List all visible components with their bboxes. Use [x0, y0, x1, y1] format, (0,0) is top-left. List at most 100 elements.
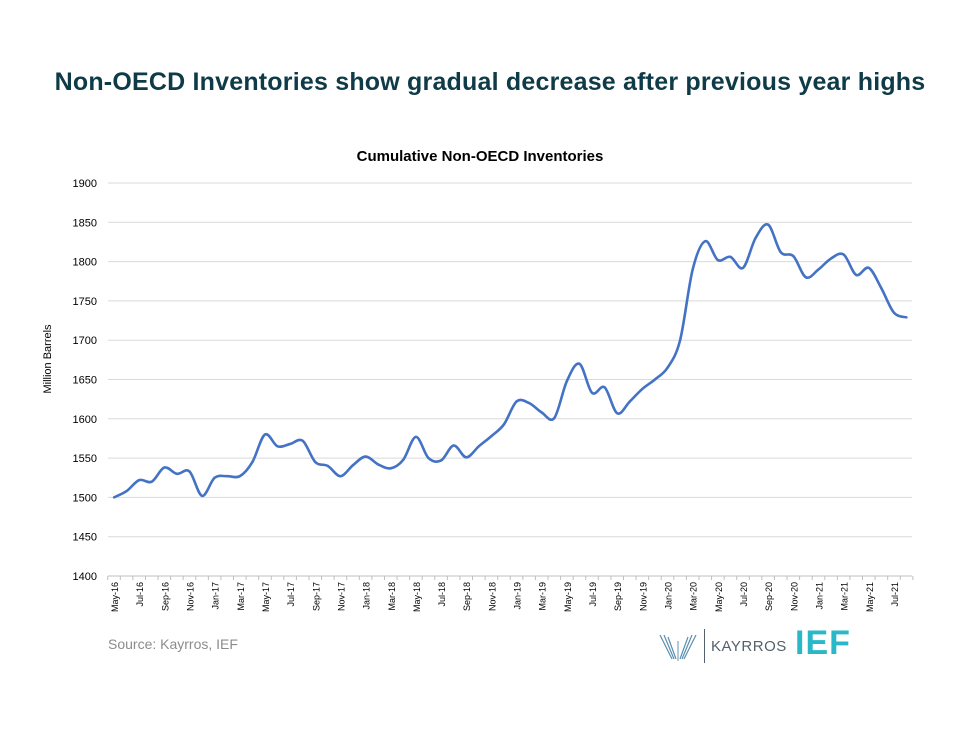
x-tick-label: Jan-19 — [513, 582, 523, 610]
x-tick-label: Nov-20 — [789, 582, 799, 611]
data-point — [641, 387, 644, 391]
data-point — [578, 362, 581, 365]
x-tick-label: Jan-20 — [664, 582, 674, 610]
data-point — [653, 378, 657, 381]
data-point — [150, 480, 153, 483]
data-point — [200, 494, 204, 498]
y-tick-label: 1500 — [73, 492, 97, 504]
x-tick-label: May-17 — [261, 582, 271, 612]
data-point — [137, 478, 141, 482]
y-tick-label: 1900 — [73, 178, 97, 190]
x-tick-label: Mar-18 — [387, 582, 397, 611]
x-tick-label: Jul-16 — [135, 582, 145, 607]
data-point — [251, 460, 254, 464]
x-tick-label: Jan-18 — [362, 582, 372, 610]
data-point — [678, 339, 682, 342]
data-point — [565, 379, 569, 383]
x-tick-labels: May-16 Jul-16 Sep-16 Nov-16 Jan-17 Mar-17 May-… — [110, 582, 900, 612]
series-line-layer — [112, 223, 908, 499]
data-point — [376, 463, 380, 466]
data-point — [477, 445, 481, 448]
x-tick-label: May-21 — [865, 582, 875, 612]
source-note: Source: Kayrros, IEF — [108, 636, 238, 652]
x-tick-label: Jul-17 — [286, 582, 296, 607]
data-point — [691, 268, 694, 271]
data-point — [288, 442, 292, 446]
data-point — [741, 266, 745, 270]
data-point — [729, 255, 732, 259]
data-point — [402, 458, 405, 461]
x-tick-label: Jul-21 — [890, 582, 900, 607]
data-point — [527, 401, 531, 405]
y-axis-label: Million Barrels — [42, 324, 54, 394]
data-point — [829, 257, 833, 260]
data-point — [855, 273, 858, 277]
x-tick-label: Mar-21 — [840, 582, 850, 611]
y-tick-label: 1600 — [73, 414, 97, 426]
data-point — [439, 459, 443, 462]
y-tick-labels: 1400 1450 1500 1550 1600 1650 1700 1750 1800 1850… — [73, 178, 97, 583]
data-point — [112, 496, 116, 499]
data-point — [590, 391, 594, 395]
gridlines — [107, 182, 914, 580]
data-point — [666, 366, 669, 369]
data-point — [892, 311, 896, 314]
data-point — [616, 412, 619, 415]
x-tick-label: May-19 — [563, 582, 573, 612]
data-point — [553, 416, 556, 420]
data-point — [628, 400, 631, 403]
data-point — [326, 464, 330, 468]
y-tick-label: 1700 — [73, 335, 97, 347]
x-tick-label: Mar-17 — [236, 582, 246, 611]
data-point — [603, 386, 606, 389]
data-point — [867, 266, 870, 270]
x-tick-label: Sep-18 — [462, 582, 472, 611]
data-point — [792, 254, 795, 258]
data-point — [842, 253, 845, 256]
x-tick-label: Jul-20 — [739, 582, 749, 607]
data-point — [880, 287, 883, 290]
data-point — [351, 463, 355, 467]
x-tick-label: May-18 — [412, 582, 422, 612]
kayrros-wings-icon — [659, 634, 697, 661]
x-tick-label: Nov-16 — [185, 582, 195, 611]
data-point — [452, 444, 455, 447]
data-point — [314, 460, 317, 464]
data-point — [339, 474, 342, 478]
kayrros-logo: KAYRROS — [658, 628, 787, 664]
data-point — [188, 470, 191, 473]
x-tick-label: Mar-20 — [689, 582, 699, 611]
y-tick-label: 1450 — [73, 532, 97, 544]
data-point — [515, 400, 518, 403]
data-point — [779, 250, 782, 254]
data-point — [490, 434, 493, 438]
page-headline: Non-OECD Inventories show gradual decrea… — [54, 68, 926, 96]
x-tick-label: May-20 — [714, 582, 724, 612]
data-point — [301, 439, 304, 443]
data-point — [414, 435, 418, 439]
data-point — [465, 456, 468, 459]
x-tick-label: Nov-17 — [336, 582, 346, 611]
kayrros-wordmark: KAYRROS — [711, 637, 787, 655]
y-tick-label: 1650 — [73, 375, 97, 387]
y-tick-label: 1750 — [73, 296, 97, 308]
data-point — [276, 445, 279, 448]
data-point — [389, 467, 392, 470]
data-point — [226, 474, 229, 478]
data-point — [427, 456, 430, 460]
x-tick-label: Mar-19 — [538, 582, 548, 611]
chart-title: Cumulative Non-OECD Inventories — [357, 148, 604, 165]
data-point — [364, 455, 367, 458]
data-point — [238, 474, 241, 478]
data-point — [502, 423, 506, 426]
x-tick-label: May-16 — [110, 582, 120, 612]
x-tick-label: Sep-16 — [160, 582, 170, 611]
data-point — [704, 239, 707, 243]
data-point — [263, 433, 267, 436]
data-point — [716, 258, 720, 262]
logo-divider — [704, 629, 705, 663]
data-point — [125, 489, 128, 493]
data-point — [905, 316, 908, 319]
data-point — [213, 476, 216, 479]
